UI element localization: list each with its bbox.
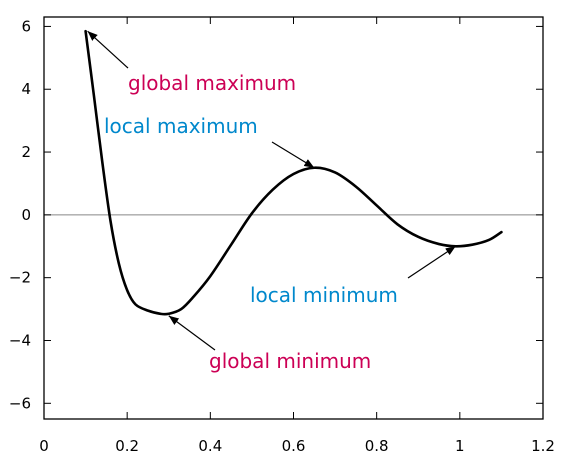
annotation-label: global minimum: [209, 349, 371, 373]
y-tick-label: −4: [9, 331, 31, 349]
annotation-arrow: [168, 315, 216, 351]
x-tick-label: 0.4: [198, 437, 222, 455]
x-tick-label: 0.2: [115, 437, 139, 455]
x-tick-label: 0.6: [282, 437, 306, 455]
annotation-arrow: [271, 141, 315, 169]
x-tick-label: 1.2: [531, 437, 555, 455]
annotation-arrows: [87, 30, 457, 351]
x-tick-label: 0: [39, 437, 49, 455]
plot-frame: [43, 16, 544, 420]
y-tick-label: 2: [21, 143, 31, 161]
x-tick-label: 0.8: [365, 437, 389, 455]
x-tick-label: 1: [455, 437, 465, 455]
annotation-label: local maximum: [104, 114, 258, 138]
annotation-arrow: [87, 30, 129, 69]
function-curve: [84, 29, 503, 316]
y-tick-label: 0: [21, 206, 31, 224]
annotation-label: local minimum: [250, 283, 398, 307]
y-tick-label: −2: [9, 269, 31, 287]
y-tick-label: 4: [21, 80, 31, 98]
y-tick-label: −6: [9, 394, 31, 412]
annotation-label: global maximum: [128, 71, 296, 95]
tick-labels: 0 0.2 0.4 0.6 0.8 1 1.2 −6 −4 −2 0 2 4 6: [9, 17, 555, 455]
annotation-arrow: [407, 245, 457, 279]
annotations: global maximum local maximum local minimum…: [104, 71, 398, 373]
y-tick-label: 6: [21, 17, 31, 35]
